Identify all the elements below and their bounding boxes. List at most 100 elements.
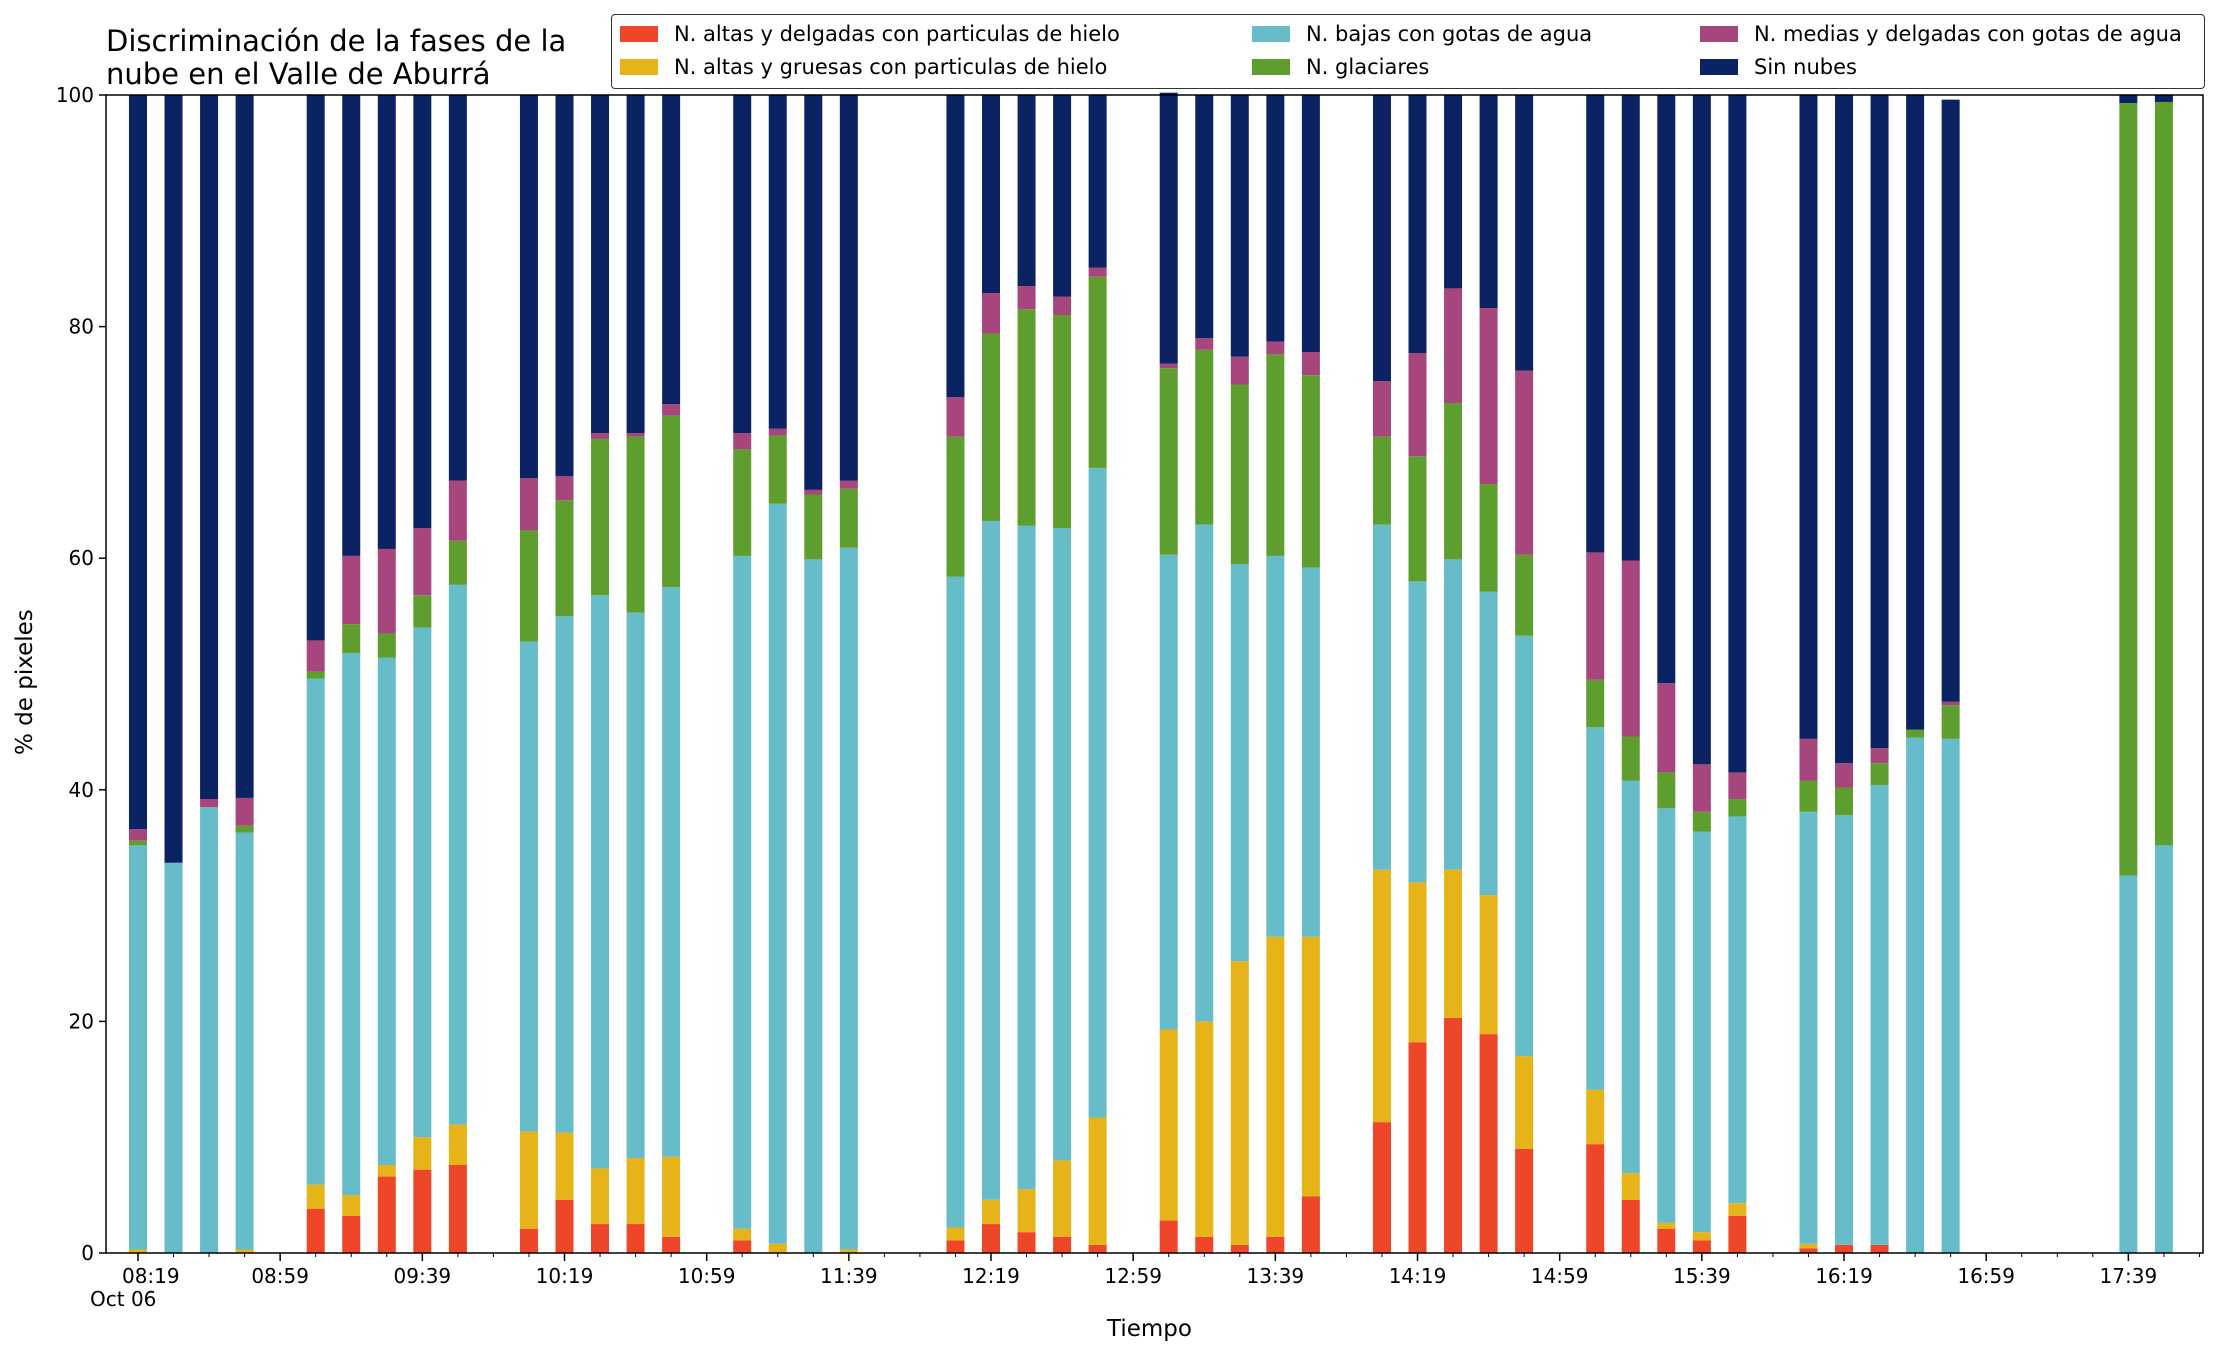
bar-segment (128, 95, 147, 830)
bar-segment (1728, 1203, 1747, 1216)
bar-segment (1479, 95, 1498, 309)
bar-segment (519, 641, 538, 1132)
plot-area-frame (105, 94, 2204, 1254)
bar-segment (1586, 1144, 1605, 1253)
bar-segment (1941, 99, 1960, 702)
bar-segment (519, 95, 538, 479)
bar-segment (1621, 95, 1640, 561)
bar-segment (306, 678, 325, 1185)
bar-segment (1088, 95, 1107, 268)
bar-segment (1301, 936, 1320, 1197)
legend-swatch (620, 26, 658, 42)
bar-segment (982, 293, 1001, 334)
bar-segment (1692, 811, 1711, 832)
bar-segment (2154, 95, 2173, 102)
bar-segment (1372, 381, 1391, 437)
chart-title-line-1: Discriminación de la fases de la (106, 24, 567, 58)
bar-segment (946, 95, 965, 398)
bar-segment (1799, 738, 1818, 781)
bar-segment (1799, 811, 1818, 1244)
bar-segment (1621, 736, 1640, 781)
bar-segment (555, 475, 574, 501)
bar-segment (555, 95, 574, 476)
bar-segment (555, 500, 574, 617)
bar-segment (1692, 764, 1711, 812)
bar-segment (1621, 780, 1640, 1174)
legend-swatch (1252, 59, 1290, 75)
legend-item: N. glaciares (1252, 53, 1429, 81)
bar-segment (1799, 95, 1818, 739)
bar-segment (413, 528, 432, 596)
bar-segment (200, 807, 219, 1253)
bar-segment (1230, 384, 1249, 564)
bar-segment (1053, 296, 1072, 316)
bar-segment (342, 95, 361, 556)
bar-segment (591, 1224, 610, 1253)
bar-segment (200, 799, 219, 808)
bar-segment (804, 494, 823, 560)
bar-segment (1301, 567, 1320, 937)
bar-segment (555, 1132, 574, 1200)
bar-segment (982, 1199, 1001, 1225)
bar-segment (1515, 95, 1534, 371)
bar-segment (662, 95, 681, 405)
bar-segment (662, 1236, 681, 1253)
bar-segment (2154, 101, 2173, 846)
bar-segment (1870, 785, 1889, 1245)
bar-segment (1159, 1029, 1178, 1221)
bar-segment (1444, 869, 1463, 1018)
bar-segment (448, 1164, 467, 1253)
bar-segment (235, 832, 254, 1250)
bar-segment (733, 433, 752, 450)
bar-segment (591, 595, 610, 1169)
bar-segment (733, 95, 752, 434)
bar-segment (1372, 436, 1391, 525)
y-tick-label: 80 (69, 315, 94, 339)
bar-segment (804, 559, 823, 1253)
bar-segment (1906, 737, 1925, 1253)
y-tick-label: 60 (69, 546, 94, 570)
x-tick-label: 09:39 (394, 1264, 452, 1288)
bar-segment (342, 1195, 361, 1216)
chart-title-line-2: nube en el Valle de Aburrá (106, 57, 491, 91)
bar-segment (1835, 1244, 1854, 1253)
bar-segment (1835, 787, 1854, 816)
bar-segment (1479, 308, 1498, 485)
bar-segment (1515, 635, 1534, 1057)
bar-segment (306, 640, 325, 672)
bar-segment (733, 1240, 752, 1253)
bar-segment (377, 657, 396, 1165)
bar-segment (377, 95, 396, 549)
bar-segment (1301, 375, 1320, 568)
bar-segment (413, 627, 432, 1138)
bar-segment (519, 478, 538, 531)
bar-segment (1017, 95, 1036, 287)
bar-segment (448, 480, 467, 541)
bar-segment (982, 95, 1001, 294)
bar-segment (946, 576, 965, 1228)
bar-segment (768, 435, 787, 504)
bar-segment (413, 1169, 432, 1253)
bar-segment (1159, 1220, 1178, 1253)
legend-label: N. bajas con gotas de agua (1306, 22, 1593, 46)
x-tick-label: 11:39 (820, 1264, 878, 1288)
bar-stacks (128, 92, 2173, 1253)
bar-segment (1159, 92, 1178, 364)
x-tick-label: 08:59 (251, 1264, 309, 1288)
bar-segment (1017, 286, 1036, 310)
bar-segment (1088, 1244, 1107, 1253)
bar-segment (733, 555, 752, 1229)
bar-segment (1479, 1034, 1498, 1253)
legend-label: N. altas y delgadas con particulas de hi… (674, 22, 1120, 46)
bar-segment (1444, 95, 1463, 289)
bar-segment (1053, 1160, 1072, 1237)
bar-segment (1870, 748, 1889, 764)
legend-label: N. glaciares (1306, 55, 1430, 79)
bar-segment (448, 540, 467, 585)
bar-segment (1657, 1228, 1676, 1253)
legend-item: N. altas y gruesas con particulas de hie… (620, 53, 1107, 81)
bar-segment (1835, 815, 1854, 1245)
bar-segment (982, 521, 1001, 1200)
bar-segment (306, 1184, 325, 1209)
